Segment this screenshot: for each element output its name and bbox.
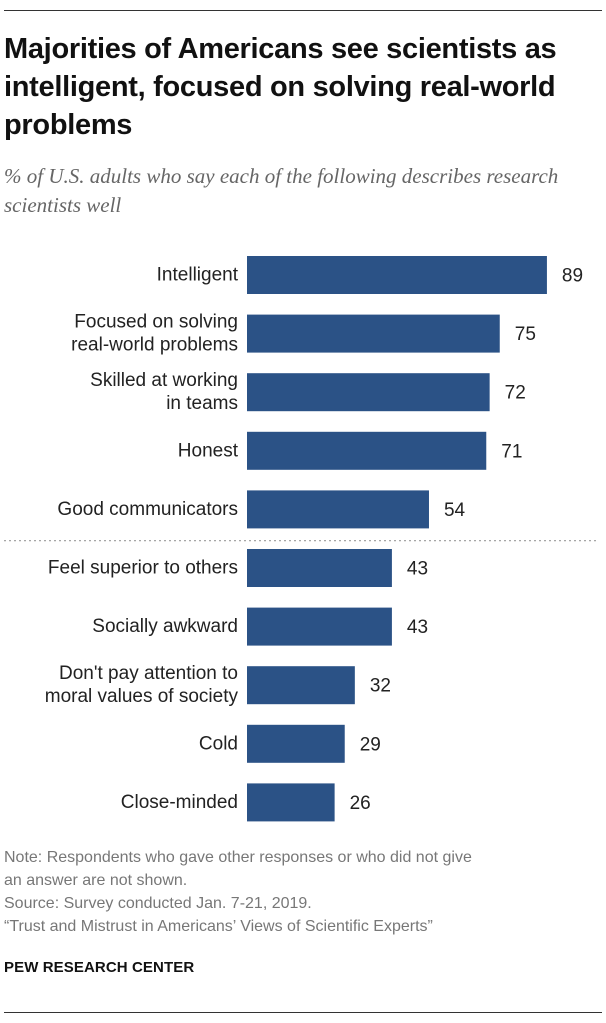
category-label-good-communicators: Good communicators [57,499,238,520]
bar-feel-superior-to-others [247,549,392,587]
top-rule [4,10,602,11]
bar-don-t-pay-attention-to-moral-values-of-society [247,666,355,705]
value-label-focused-on-solving-real-world-problems: 75 [515,324,536,345]
category-label-skilled-at-working-in-teams: Skilled at working [90,370,238,391]
value-label-skilled-at-working-in-teams: 72 [505,383,526,404]
chart-title: Majorities of Americans see scientists a… [4,33,557,141]
category-label-don-t-pay-attention-to-moral-values-of-society: Don't pay attention to [59,663,238,684]
value-label-honest: 71 [501,441,522,462]
value-label-close-minded: 26 [350,793,371,814]
bottom-rule [4,1012,602,1013]
footer-note: Note: Respondents who gave other respons… [4,849,472,866]
value-label-good-communicators: 54 [444,500,466,521]
category-label-close-minded: Close-minded [121,792,238,813]
bar-honest [247,431,487,470]
category-label-skilled-at-working-in-teams: in teams [166,393,238,414]
bar-good-communicators [247,490,429,529]
category-label-intelligent: Intelligent [157,265,239,286]
chart-subtitle: % of U.S. adults who say each of the fol… [4,164,559,217]
value-label-socially-awkward: 43 [407,617,428,638]
bar-intelligent [247,256,547,294]
value-label-intelligent: 89 [562,266,583,287]
category-label-focused-on-solving-real-world-problems: real-world problems [71,335,238,356]
category-label-honest: Honest [178,440,239,461]
bar-skilled-at-working-in-teams [247,373,490,412]
footer-note-continued: an answer are not shown. [4,872,188,889]
footer-report: “Trust and Mistrust in Americans’ Views … [4,918,433,935]
bar-focused-on-solving-real-world-problems [247,314,500,353]
bar-chart: Intelligent 89 Focused on solvingreal-worl… [4,256,598,822]
value-label-feel-superior-to-others: 43 [407,559,428,580]
footer-source: Source: Survey conducted Jan. 7-21, 2019… [4,895,312,912]
category-label-feel-superior-to-others: Feel superior to others [48,558,238,579]
brand-logo-text: PEW RESEARCH CENTER [4,959,195,976]
footer: Note: Respondents who gave other respons… [4,846,599,938]
category-label-socially-awkward: Socially awkward [92,616,238,637]
category-label-cold: Cold [199,733,238,754]
bar-socially-awkward [247,607,392,646]
value-label-don-t-pay-attention-to-moral-values-of-society: 32 [370,676,391,697]
bar-cold [247,724,345,763]
category-label-focused-on-solving-real-world-problems: Focused on solving [74,312,238,333]
value-label-cold: 29 [360,734,381,755]
category-label-don-t-pay-attention-to-moral-values-of-society: moral values of society [45,686,239,707]
bar-close-minded [247,783,335,822]
